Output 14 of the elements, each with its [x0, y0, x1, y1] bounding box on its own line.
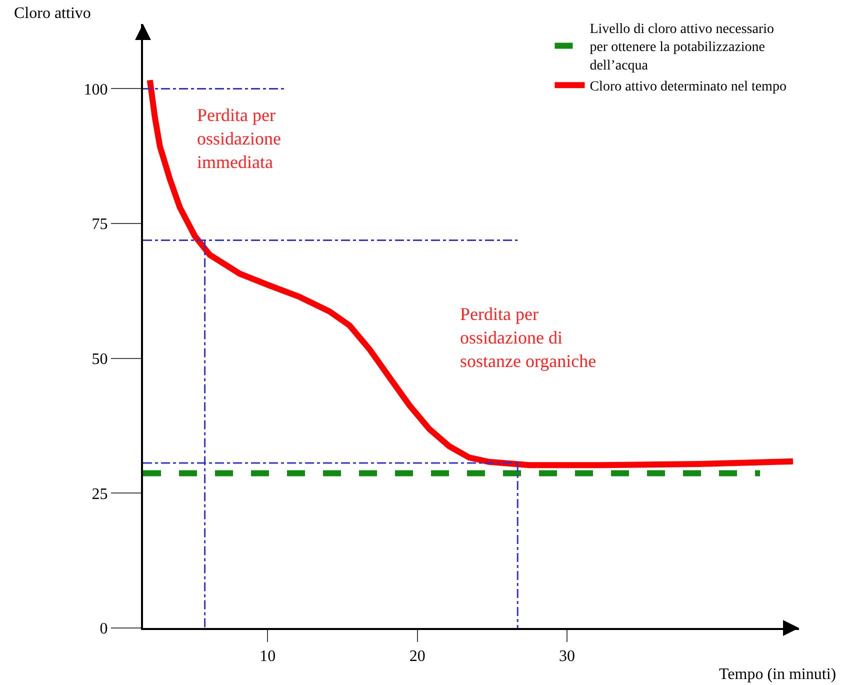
legend-label: Livello di cloro attivo necessario per ottenere la potabilizzazione dell’acqua: [590, 22, 774, 74]
annotation: Perdita per ossidazione immediata: [197, 105, 281, 172]
x-tick-label: 10: [260, 648, 276, 666]
legend-label: Cloro attivo determinato nel tempo: [590, 80, 786, 95]
annotation: Perdita per ossidazione di sostanze organiche: [460, 304, 596, 371]
y-tick-label: 75: [92, 216, 108, 234]
y-tick-label: 100: [84, 81, 108, 98]
x-axis-title: Tempo (in minuti): [719, 666, 836, 683]
y-tick-label: 0: [100, 620, 108, 638]
y-tick-label: 50: [92, 350, 108, 368]
y-tick-label: 25: [92, 486, 108, 503]
y-axis-title: Cloro attivo: [14, 5, 91, 22]
x-tick-label: 20: [409, 648, 426, 666]
x-tick-label: 30: [559, 648, 576, 666]
